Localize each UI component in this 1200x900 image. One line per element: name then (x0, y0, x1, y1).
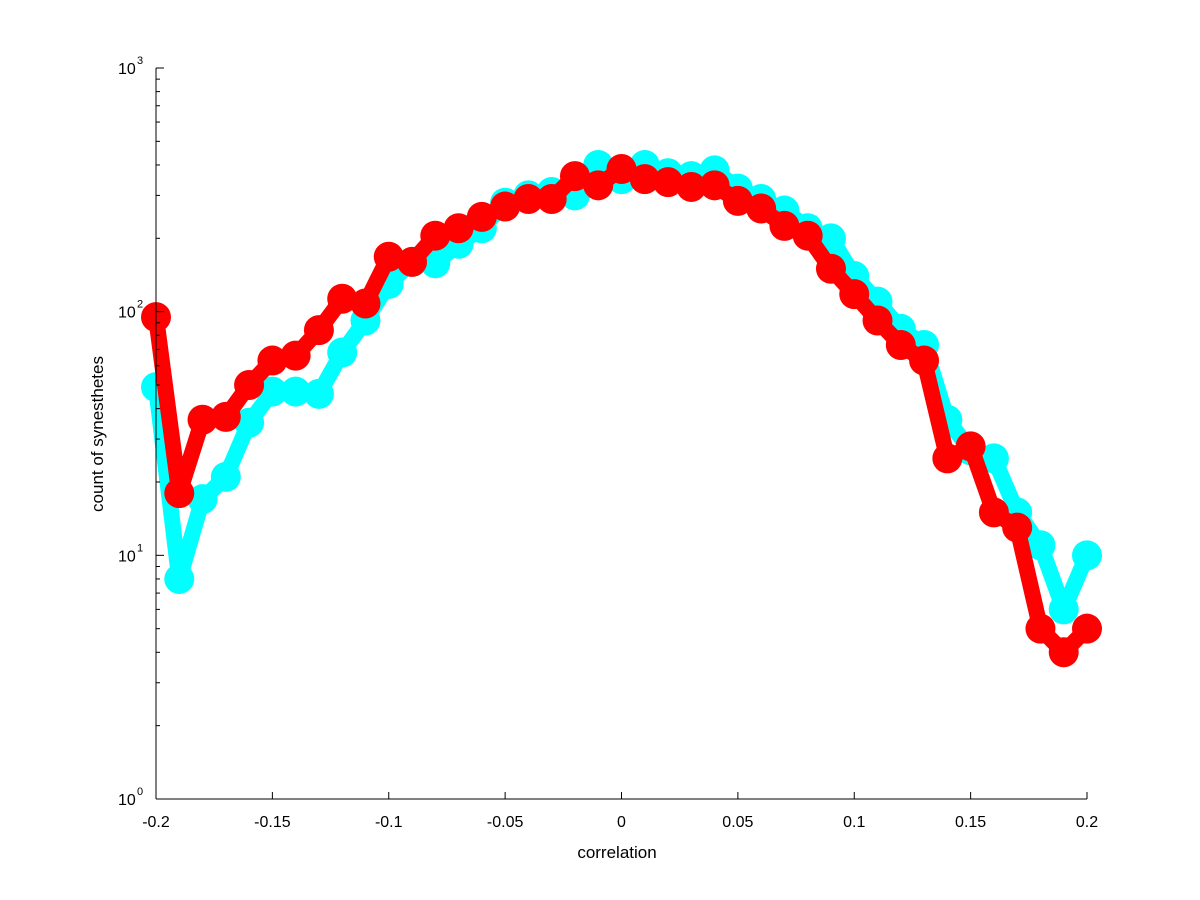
data-point (303, 378, 334, 409)
data-point (303, 315, 334, 346)
data-point (909, 345, 940, 376)
data-point (1025, 613, 1056, 644)
data-point (699, 170, 730, 201)
data-point (490, 191, 521, 222)
data-point (629, 164, 660, 195)
data-point (815, 253, 846, 284)
data-point (420, 220, 451, 251)
y-tick-label-base: 10 (118, 792, 136, 809)
x-tick-label: 0.1 (843, 814, 865, 831)
data-point (443, 213, 474, 244)
y-tick-label-exp: 3 (137, 55, 143, 67)
data-point (606, 154, 637, 185)
data-point (932, 443, 963, 474)
data-point (1072, 540, 1102, 571)
data-point (792, 220, 823, 251)
y-tick-label-exp: 2 (137, 299, 143, 311)
x-tick-label: 0 (617, 814, 626, 831)
data-point (210, 401, 241, 432)
data-point (350, 288, 381, 319)
data-point (1048, 594, 1079, 625)
y-axis-title: count of synesthetes (88, 356, 107, 512)
data-point (978, 443, 1009, 474)
data-point (746, 193, 777, 224)
data-point (513, 183, 544, 214)
data-point (234, 370, 265, 401)
y-tick-label-exp: 1 (137, 542, 143, 554)
data-point (327, 283, 358, 314)
data-point (559, 161, 590, 192)
data-point (1048, 637, 1079, 668)
data-point (234, 407, 265, 438)
data-point (1025, 530, 1056, 561)
x-tick-label: -0.15 (254, 814, 291, 831)
data-point (769, 210, 800, 241)
data-point (280, 376, 311, 407)
data-point (722, 185, 753, 216)
data-point (885, 329, 916, 360)
y-tick-label-base: 10 (118, 548, 136, 565)
x-tick-label: -0.2 (142, 814, 170, 831)
data-point (164, 563, 195, 594)
data-point (373, 241, 404, 272)
y-tick-label-base: 10 (118, 61, 136, 78)
data-point (164, 478, 195, 509)
x-axis-title: correlation (577, 843, 656, 862)
data-point (583, 170, 614, 201)
data-point (839, 279, 870, 310)
data-point (653, 167, 684, 198)
data-point (187, 484, 218, 515)
data-point (187, 404, 218, 435)
y-tick-label-base: 10 (118, 305, 136, 322)
data-point (955, 431, 986, 462)
data-point (210, 461, 241, 492)
data-point (862, 305, 893, 336)
data-point (327, 337, 358, 368)
data-point (466, 201, 497, 232)
x-ticks: -0.2 -0.15 -0.1 -0.05 0 0.05 0.1 0.15 0.2 (142, 792, 1098, 831)
plot-series (141, 149, 1102, 668)
x-tick-label: -0.05 (487, 814, 524, 831)
data-point (978, 497, 1009, 528)
x-tick-label: -0.1 (375, 814, 403, 831)
data-point (1002, 512, 1033, 543)
data-point (397, 246, 428, 277)
x-tick-label: 0.05 (722, 814, 753, 831)
x-tick-label: 0.2 (1076, 814, 1098, 831)
series-2 (141, 154, 1102, 668)
x-tick-label: 0.15 (955, 814, 986, 831)
data-point (676, 171, 707, 202)
data-point (1072, 613, 1102, 644)
data-point (257, 376, 288, 407)
data-point (280, 340, 311, 371)
data-point (536, 183, 567, 214)
y-tick-label-exp: 0 (137, 786, 143, 798)
data-point (257, 345, 288, 376)
